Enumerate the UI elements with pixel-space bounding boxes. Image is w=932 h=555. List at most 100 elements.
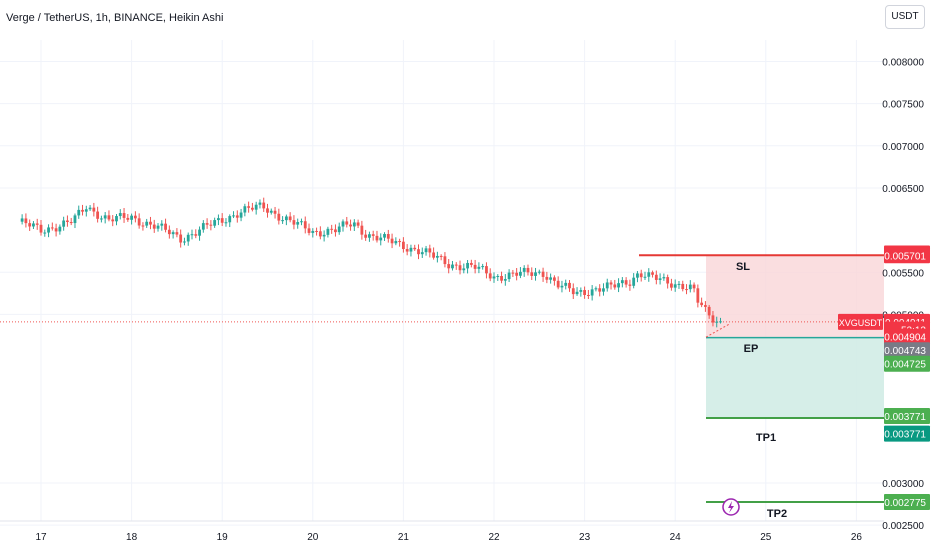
candle-body <box>647 272 651 277</box>
candle-body <box>704 305 707 307</box>
ticker-tag-text: XVGUSDT <box>839 318 883 328</box>
price-badge-text: 0.002775 <box>884 498 926 509</box>
candle-body <box>590 289 594 296</box>
candle-body <box>277 213 281 221</box>
candle-body <box>232 215 235 217</box>
candle-body <box>405 249 409 252</box>
candle-body <box>469 262 473 265</box>
candle-body <box>549 277 553 280</box>
candle-body <box>198 229 201 236</box>
candle-body <box>88 207 92 210</box>
candle-body <box>92 207 96 212</box>
candle-body <box>349 224 352 227</box>
candle-body <box>69 221 73 224</box>
candle-body <box>670 283 673 288</box>
ticker-tag <box>838 313 883 330</box>
price-badge-text: 0.003771 <box>884 412 926 423</box>
candle-body <box>719 321 722 323</box>
candle-body <box>685 289 688 291</box>
candle-body <box>651 272 654 275</box>
y-tick-label: 0.007500 <box>882 100 924 111</box>
candle-body <box>658 278 662 280</box>
candle-body <box>149 221 152 225</box>
candle-body <box>632 277 636 286</box>
candle-body <box>466 262 469 269</box>
candle-body <box>402 241 405 250</box>
candle-body <box>266 208 269 213</box>
candle-body <box>677 283 681 285</box>
candle-body <box>35 223 39 225</box>
candle-body <box>54 228 58 232</box>
candle-body <box>413 247 417 250</box>
candle-body <box>28 223 32 227</box>
candle-body <box>598 288 602 292</box>
candle-body <box>458 265 462 271</box>
candle-body <box>235 215 239 218</box>
candle-body <box>269 210 273 213</box>
candle-body <box>239 212 243 218</box>
candle-body <box>379 237 383 241</box>
candle-body <box>435 255 439 258</box>
candle-body <box>130 215 133 220</box>
candle-body <box>688 284 692 290</box>
candle-body <box>560 285 564 288</box>
candle-body <box>602 288 605 292</box>
currency-button[interactable]: USDT <box>885 5 925 29</box>
candle-body <box>122 213 126 218</box>
price-badge <box>884 342 930 359</box>
candle-body <box>613 284 617 288</box>
candle-body <box>292 220 296 225</box>
candle-body <box>141 225 145 227</box>
candle-body <box>251 207 254 210</box>
candle-body <box>575 291 579 295</box>
candle-body <box>318 231 322 237</box>
price-badge-text: 0.003771 <box>884 430 926 441</box>
candle-body <box>643 276 647 278</box>
candle-body <box>545 276 549 280</box>
candle-body <box>311 230 315 233</box>
candle-body <box>330 228 334 230</box>
candle-body <box>137 218 141 226</box>
candle-body <box>662 277 666 279</box>
candle-body <box>100 218 103 220</box>
candle-body <box>171 232 175 235</box>
candle-body <box>345 221 349 225</box>
price-badge-text: 0.005701 <box>884 251 926 262</box>
candle-body <box>126 217 130 220</box>
candle-body <box>537 271 541 273</box>
candle-body <box>617 283 620 288</box>
candle-body <box>179 234 183 243</box>
level-label-tp2: TP2 <box>767 508 787 520</box>
candle-body <box>43 232 47 234</box>
candle-body <box>156 225 160 229</box>
price-badge-text: 0.004725 <box>884 360 926 371</box>
candle-body <box>194 234 198 236</box>
candle-body <box>586 294 590 296</box>
x-tick-label: 23 <box>579 532 591 543</box>
candle-body <box>711 315 715 323</box>
candle-body <box>394 241 398 244</box>
candle-body <box>281 220 284 222</box>
candle-body <box>654 274 658 280</box>
x-tick-label: 24 <box>670 532 682 543</box>
candle-body <box>420 252 424 255</box>
candle-body <box>334 229 337 233</box>
candle-body <box>424 248 428 253</box>
candle-body <box>503 279 507 281</box>
candle-body <box>477 266 481 269</box>
candle-body <box>296 222 300 225</box>
candle-body <box>439 255 443 257</box>
y-tick-label: 0.002500 <box>882 521 924 532</box>
candle-body <box>217 218 220 221</box>
candle-body <box>496 275 500 277</box>
candle-body <box>571 288 575 295</box>
candle-body <box>628 284 632 286</box>
candle-body <box>553 277 556 281</box>
candle-body <box>564 282 568 286</box>
candle-body <box>96 211 100 219</box>
candle-body <box>485 266 488 274</box>
candle-body <box>24 218 28 224</box>
candle-body <box>20 218 24 222</box>
